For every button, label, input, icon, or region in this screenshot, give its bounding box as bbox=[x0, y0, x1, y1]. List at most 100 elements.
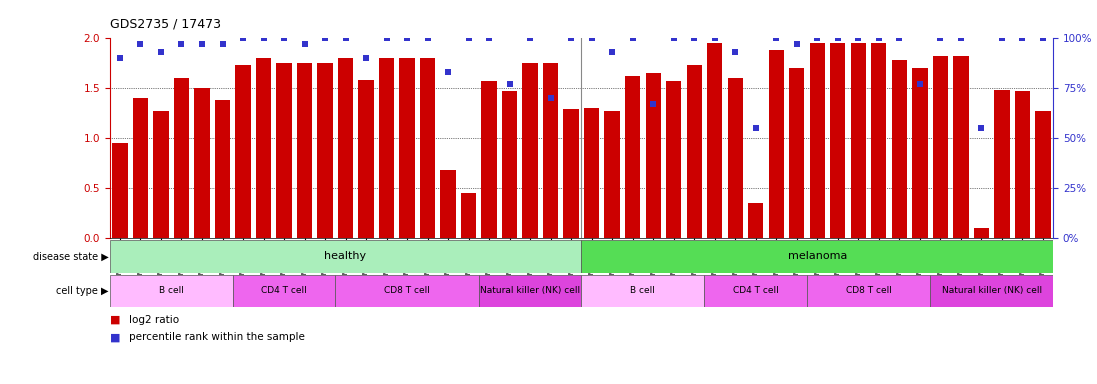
Text: CD8 T cell: CD8 T cell bbox=[384, 286, 430, 295]
Point bbox=[111, 55, 128, 61]
Bar bbox=[789, 68, 804, 238]
Bar bbox=[581, 240, 1053, 273]
Bar bbox=[830, 43, 846, 238]
Bar bbox=[892, 60, 907, 238]
Bar bbox=[378, 58, 394, 238]
Point bbox=[152, 49, 170, 55]
Point bbox=[726, 49, 744, 55]
Text: CD4 T cell: CD4 T cell bbox=[261, 286, 307, 295]
Bar bbox=[625, 76, 641, 238]
Point bbox=[993, 35, 1010, 41]
Point bbox=[132, 41, 149, 48]
Point bbox=[521, 35, 539, 41]
Text: melanoma: melanoma bbox=[788, 251, 847, 262]
Bar bbox=[194, 88, 210, 238]
Bar bbox=[666, 81, 681, 238]
Bar bbox=[502, 91, 518, 238]
Bar bbox=[154, 111, 169, 238]
Bar bbox=[359, 80, 374, 238]
Point bbox=[644, 101, 661, 108]
Bar bbox=[543, 63, 558, 238]
Bar bbox=[994, 90, 1009, 238]
Bar bbox=[479, 275, 581, 307]
Point bbox=[419, 35, 437, 41]
Point bbox=[275, 35, 293, 41]
Bar bbox=[930, 275, 1053, 307]
Point bbox=[358, 55, 375, 61]
Text: B cell: B cell bbox=[159, 286, 183, 295]
Point bbox=[337, 35, 354, 41]
Point bbox=[1014, 35, 1031, 41]
Bar bbox=[276, 63, 292, 238]
Point bbox=[808, 35, 826, 41]
Bar bbox=[336, 275, 479, 307]
Bar bbox=[953, 56, 969, 238]
Bar bbox=[581, 275, 704, 307]
Bar bbox=[807, 275, 930, 307]
Bar bbox=[769, 50, 784, 238]
Bar bbox=[317, 63, 332, 238]
Bar bbox=[133, 98, 148, 238]
Bar bbox=[974, 228, 989, 238]
Point bbox=[480, 35, 498, 41]
Bar bbox=[110, 240, 581, 273]
Bar bbox=[850, 43, 866, 238]
Text: healthy: healthy bbox=[325, 251, 366, 262]
Bar bbox=[440, 170, 455, 238]
Bar bbox=[912, 68, 927, 238]
Point bbox=[870, 35, 887, 41]
Bar bbox=[727, 78, 743, 238]
Bar bbox=[236, 65, 251, 238]
Text: ■: ■ bbox=[110, 332, 121, 342]
Bar bbox=[645, 73, 660, 238]
Point bbox=[583, 35, 600, 41]
Point bbox=[542, 95, 559, 101]
Point bbox=[214, 41, 231, 48]
Point bbox=[706, 35, 724, 41]
Point bbox=[788, 41, 805, 48]
Text: CD8 T cell: CD8 T cell bbox=[846, 286, 892, 295]
Bar bbox=[461, 193, 476, 238]
Bar bbox=[564, 109, 579, 238]
Point bbox=[849, 35, 867, 41]
Point bbox=[501, 81, 519, 88]
Bar bbox=[1015, 91, 1030, 238]
Text: ■: ■ bbox=[110, 315, 121, 325]
Point bbox=[316, 35, 333, 41]
Point bbox=[563, 35, 580, 41]
Bar bbox=[708, 43, 723, 238]
Point bbox=[686, 35, 703, 41]
Bar bbox=[420, 58, 436, 238]
Bar bbox=[173, 78, 189, 238]
Bar bbox=[522, 63, 538, 238]
Bar bbox=[932, 56, 948, 238]
Point bbox=[377, 35, 395, 41]
Point bbox=[768, 35, 785, 41]
Text: GDS2735 / 17473: GDS2735 / 17473 bbox=[110, 18, 220, 31]
Point bbox=[624, 35, 642, 41]
Text: CD4 T cell: CD4 T cell bbox=[733, 286, 779, 295]
Point bbox=[952, 35, 970, 41]
Bar bbox=[687, 65, 702, 238]
Bar bbox=[215, 100, 230, 238]
Point bbox=[911, 81, 928, 88]
Point bbox=[235, 35, 252, 41]
Point bbox=[973, 125, 991, 131]
Point bbox=[1034, 35, 1052, 41]
Bar bbox=[810, 43, 825, 238]
Point bbox=[603, 49, 621, 55]
Text: cell type ▶: cell type ▶ bbox=[56, 286, 109, 296]
Bar bbox=[399, 58, 415, 238]
Point bbox=[931, 35, 949, 41]
Text: disease state ▶: disease state ▶ bbox=[33, 251, 109, 262]
Point bbox=[172, 41, 190, 48]
Bar bbox=[748, 203, 764, 238]
Bar bbox=[871, 43, 886, 238]
Text: log2 ratio: log2 ratio bbox=[129, 315, 180, 325]
Point bbox=[439, 69, 456, 75]
Bar bbox=[297, 63, 313, 238]
Text: B cell: B cell bbox=[631, 286, 655, 295]
Bar bbox=[112, 143, 127, 238]
Point bbox=[665, 35, 682, 41]
Point bbox=[747, 125, 765, 131]
